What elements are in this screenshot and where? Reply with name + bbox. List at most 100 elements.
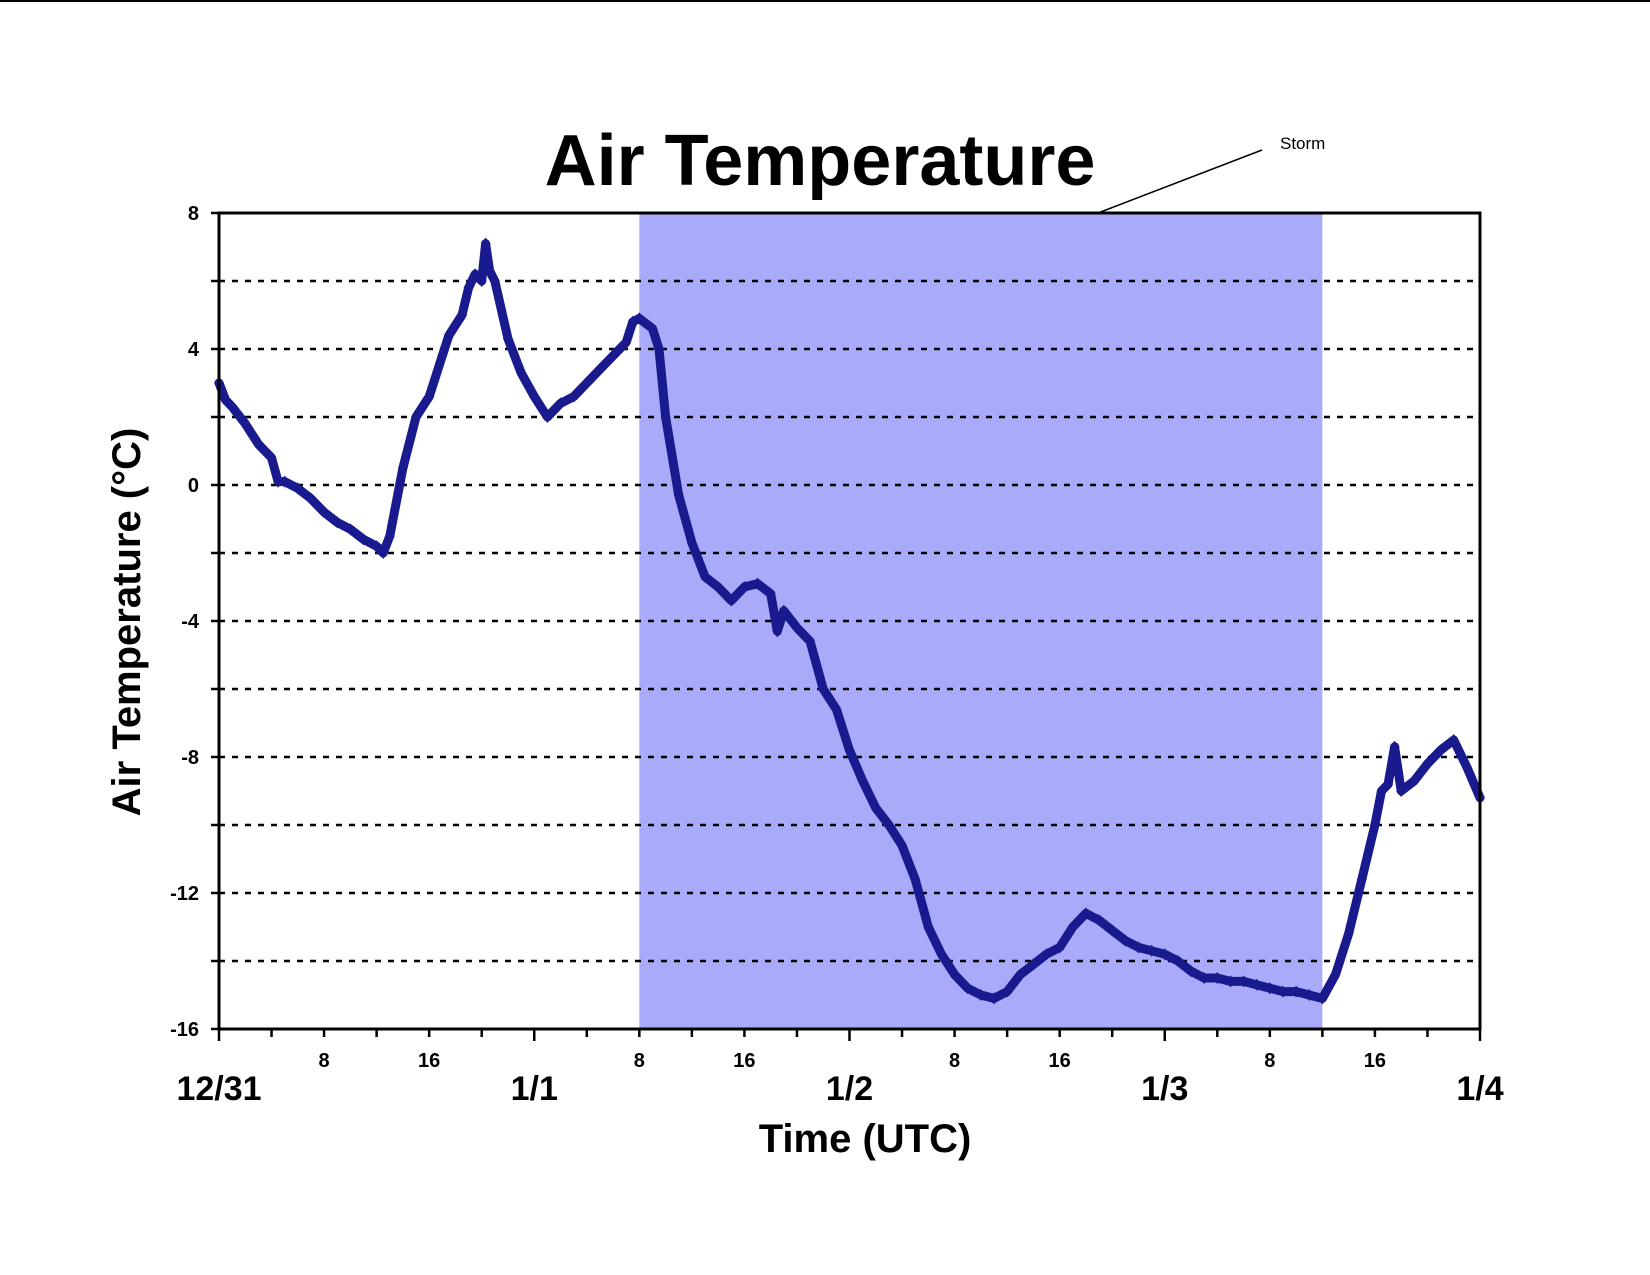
data-point — [739, 581, 750, 593]
data-point — [936, 948, 947, 961]
data-point — [791, 621, 802, 634]
data-point — [962, 982, 973, 995]
data-point — [529, 390, 540, 403]
x-major-tick-label: 12/31 — [176, 1070, 261, 1108]
y-tick-label: -4 — [181, 611, 200, 633]
data-point — [476, 275, 487, 287]
data-point — [463, 281, 474, 294]
data-point — [502, 332, 513, 345]
data-point — [1159, 948, 1170, 961]
data-point — [378, 547, 389, 559]
data-point — [910, 873, 921, 886]
y-axis-label: Air Temperature (°C) — [105, 428, 149, 817]
data-point — [1435, 744, 1446, 757]
data-point — [1343, 927, 1354, 940]
data-point — [305, 492, 316, 505]
data-point — [470, 268, 481, 281]
data-point — [1376, 785, 1387, 797]
axes — [211, 211, 1482, 1041]
data-point — [772, 625, 783, 638]
data-point — [1448, 734, 1459, 746]
data-point — [1172, 955, 1183, 967]
data-point — [700, 570, 711, 583]
data-point — [857, 774, 868, 787]
data-point — [897, 839, 908, 852]
data-point — [240, 417, 251, 430]
data-point — [1054, 941, 1065, 954]
x-major-tick-label: 1/1 — [511, 1070, 558, 1108]
data-point — [621, 336, 632, 349]
data-point — [345, 523, 356, 536]
y-tick-label: -16 — [170, 1019, 199, 1041]
storm-annotation-label: Storm — [1280, 134, 1325, 153]
data-point — [384, 530, 395, 542]
data-point — [279, 475, 290, 488]
data-point — [1389, 740, 1400, 753]
x-minor-tick-label: 16 — [418, 1050, 440, 1072]
data-point — [1396, 785, 1407, 797]
data-point — [484, 264, 495, 277]
data-point — [555, 397, 566, 410]
data-point — [489, 275, 500, 287]
data-point — [1291, 985, 1302, 998]
data-point — [713, 581, 724, 593]
data-point — [1041, 948, 1052, 961]
data-point — [1264, 982, 1275, 995]
data-point — [765, 587, 776, 600]
x-major-tick-label: 1/3 — [1141, 1070, 1188, 1108]
data-point — [1383, 778, 1394, 791]
data-point — [647, 322, 658, 335]
y-tick-label: 0 — [188, 475, 199, 497]
data-point — [1330, 968, 1341, 981]
data-point — [883, 819, 894, 831]
data-point — [542, 411, 553, 423]
data-point — [1304, 989, 1315, 1001]
y-tick-label: 4 — [188, 339, 200, 361]
x-minor-tick-label: 8 — [1264, 1050, 1275, 1072]
data-point — [673, 489, 684, 502]
data-point — [1199, 972, 1210, 984]
data-point — [516, 366, 527, 379]
data-point — [975, 989, 986, 1001]
data-point — [581, 377, 592, 389]
data-point — [1146, 944, 1157, 957]
y-tick-labels: 8 4 0 -4 -8 -12 -16 — [170, 203, 200, 1041]
data-point — [371, 540, 382, 553]
data-point — [1120, 934, 1131, 947]
data-point — [1277, 985, 1288, 998]
data-point — [266, 451, 277, 464]
data-point — [1356, 873, 1367, 886]
gridlines — [219, 279, 1480, 963]
x-minor-tick-label: 16 — [733, 1050, 755, 1072]
chart-title: Air Temperature — [545, 121, 1096, 201]
data-point — [1002, 985, 1013, 998]
data-point — [568, 390, 579, 403]
data-point — [1409, 774, 1420, 787]
data-point — [411, 411, 422, 423]
data-point — [594, 363, 605, 376]
data-point — [1107, 924, 1118, 937]
x-major-tick-label: 1/4 — [1456, 1070, 1503, 1108]
data-point — [1133, 941, 1144, 954]
x-tick-labels: 8 16 8 16 8 16 8 16 12/31 1/1 1/2 1/3 1/4 — [176, 1050, 1503, 1108]
data-point — [1080, 907, 1091, 920]
data-point — [1028, 958, 1039, 971]
x-minor-tick-label: 16 — [1364, 1050, 1386, 1072]
x-minor-tick-label: 8 — [319, 1050, 330, 1072]
data-point — [319, 506, 330, 519]
data-point — [443, 329, 454, 342]
x-axis-label: Time (UTC) — [759, 1117, 972, 1161]
data-point — [220, 394, 231, 406]
data-point — [1369, 819, 1380, 831]
data-point — [1317, 992, 1328, 1005]
y-tick-label: 8 — [188, 203, 199, 225]
data-point — [332, 516, 343, 529]
data-point — [818, 683, 829, 695]
data-point — [1212, 972, 1223, 984]
data-point — [844, 744, 855, 757]
data-point — [457, 309, 468, 321]
data-point — [1015, 968, 1026, 981]
data-point — [988, 992, 999, 1005]
data-point — [686, 536, 697, 549]
